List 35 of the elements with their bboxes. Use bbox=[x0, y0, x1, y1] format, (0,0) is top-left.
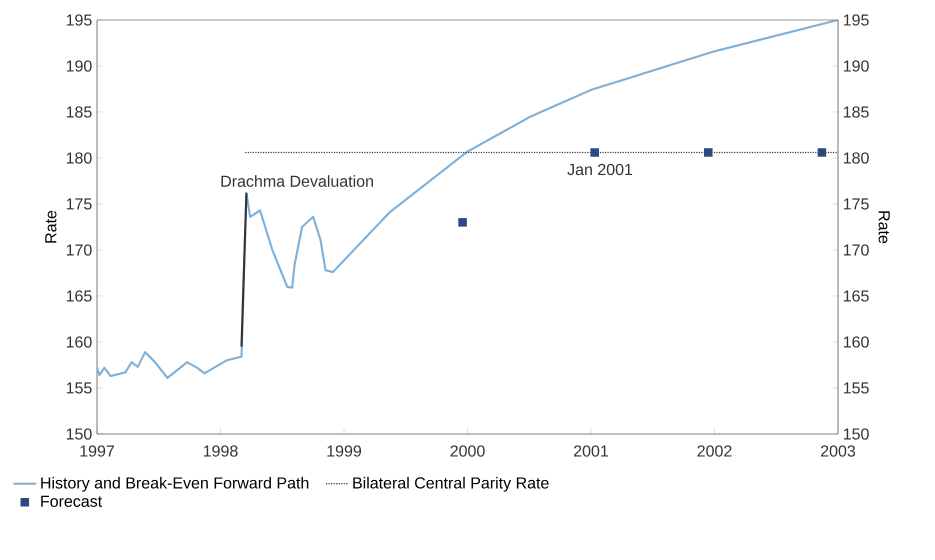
y-tick-label: 170 bbox=[66, 244, 92, 256]
legend-label: History and Break-Even Forward Path bbox=[41, 476, 308, 492]
x-tick-label: 2002 bbox=[697, 445, 732, 457]
y2-tick-label: 150 bbox=[844, 428, 869, 440]
y-axis-title: Rate bbox=[45, 210, 56, 243]
y2-tick-label: 155 bbox=[844, 382, 869, 394]
y2-tick-label: 175 bbox=[844, 198, 869, 210]
legend-label: Forecast bbox=[41, 496, 102, 507]
x-tick-label: 2001 bbox=[574, 445, 608, 457]
y2-tick-label: 190 bbox=[844, 60, 869, 72]
y-tick-label: 165 bbox=[66, 290, 92, 302]
y2-axis-title: Rate bbox=[878, 211, 890, 244]
y-tick-label: 180 bbox=[66, 152, 92, 164]
y-tick-label: 195 bbox=[66, 14, 92, 26]
line-series bbox=[96, 18, 840, 379]
legend-label: Bilateral Central Parity Rate bbox=[353, 476, 549, 492]
x-tick-label: 2003 bbox=[820, 445, 856, 457]
y2-tick-label: 195 bbox=[844, 14, 869, 26]
x-tick-label: 2000 bbox=[450, 445, 485, 457]
y-tick-label: 175 bbox=[66, 198, 92, 210]
annotation: Jan 2001 bbox=[567, 164, 632, 176]
x-tick-label: 1999 bbox=[327, 445, 362, 457]
y-tick-label: 150 bbox=[66, 428, 92, 440]
y-tick-label: 155 bbox=[66, 382, 92, 394]
x-tick-label: 1998 bbox=[204, 445, 238, 457]
y2-tick-label: 185 bbox=[844, 106, 869, 118]
y2-tick-label: 165 bbox=[844, 290, 869, 302]
annotation: Drachma Devaluation bbox=[222, 175, 373, 187]
y-tick-label: 160 bbox=[66, 336, 92, 348]
x-tick-label: 1997 bbox=[80, 445, 114, 457]
y2-tick-label: 160 bbox=[844, 336, 869, 348]
y-tick-label: 185 bbox=[66, 106, 92, 118]
y-tick-label: 190 bbox=[66, 60, 92, 72]
y2-tick-label: 170 bbox=[844, 244, 869, 256]
y2-tick-label: 180 bbox=[844, 152, 869, 164]
